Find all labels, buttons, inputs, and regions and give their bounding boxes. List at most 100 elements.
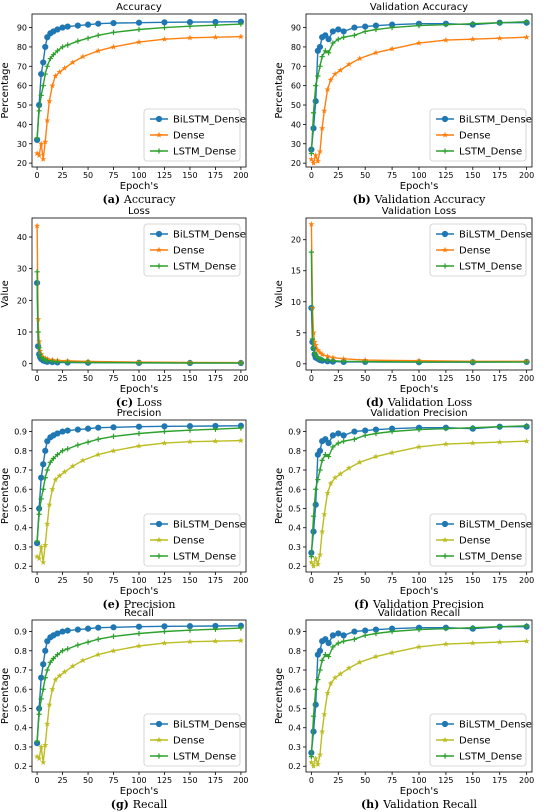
data-point <box>324 489 331 496</box>
data-point <box>95 20 102 27</box>
data-point <box>36 511 42 517</box>
data-point <box>59 24 66 31</box>
caption-text: Validation Loss <box>387 396 473 409</box>
data-point <box>308 221 315 227</box>
x-tick-label: 75 <box>387 171 397 180</box>
data-point <box>46 701 53 708</box>
data-point <box>322 32 329 39</box>
data-point <box>351 436 358 442</box>
data-point <box>309 336 316 342</box>
data-point <box>161 439 168 446</box>
series-LSTM_Dense <box>308 249 530 365</box>
data-point <box>319 457 325 464</box>
x-tick-label: 0 <box>35 374 40 383</box>
data-point <box>416 627 422 633</box>
data-point <box>110 424 117 431</box>
x-tick-label: 50 <box>83 776 93 785</box>
legend-marker <box>441 520 449 528</box>
data-point <box>186 438 193 445</box>
data-point <box>44 467 50 473</box>
y-tick-label: 20 <box>291 236 301 245</box>
data-point <box>161 623 168 630</box>
y-tick-label: 0.5 <box>288 505 301 514</box>
data-point <box>321 107 328 114</box>
data-point <box>325 439 332 447</box>
x-tick-label: 150 <box>182 776 197 785</box>
y-tick-label: 0.8 <box>288 447 301 456</box>
y-tick-label: 40 <box>17 120 27 129</box>
data-point <box>341 438 347 444</box>
legend-marker <box>155 230 163 238</box>
data-point <box>314 561 321 567</box>
x-tick-label: 125 <box>157 171 172 180</box>
data-point <box>238 625 244 631</box>
data-point <box>61 668 68 675</box>
data-point <box>330 358 336 364</box>
x-tick-label: 25 <box>333 171 343 180</box>
data-point <box>187 627 193 633</box>
x-tick-label: 75 <box>108 374 118 383</box>
x-tick-label: 175 <box>492 776 507 785</box>
data-point <box>356 459 363 465</box>
data-point <box>40 759 47 765</box>
data-point <box>351 24 358 31</box>
legend: BiLSTM_Dense Dense LSTM_Dense <box>429 223 532 277</box>
data-point <box>443 426 449 432</box>
data-point <box>40 661 47 668</box>
x-axis-label: Epoch's <box>400 586 439 597</box>
y-tick-label: 20 <box>17 159 27 168</box>
chart-title: Precision <box>117 408 162 419</box>
data-point <box>337 67 344 73</box>
data-point <box>316 551 323 558</box>
data-point <box>469 36 476 42</box>
x-tick-label: 75 <box>108 576 118 585</box>
caption-text: Validation Accuracy <box>374 193 487 206</box>
data-point <box>416 39 422 46</box>
x-tick-label: 75 <box>387 776 397 785</box>
data-point <box>95 624 102 631</box>
chart-panel-7: Recall 0 25 50 75 100 125 150 175 200 0.2 0.3 0.4 0.5… <box>0 608 249 811</box>
panel-caption: (c) Loss <box>116 396 163 409</box>
data-point <box>65 446 71 452</box>
y-tick-label: 0.6 <box>14 485 27 494</box>
data-point <box>340 355 347 362</box>
legend-marker <box>156 536 162 543</box>
data-point <box>326 653 332 660</box>
data-point <box>74 22 81 29</box>
x-tick-label: 150 <box>465 776 480 785</box>
y-tick-label: 30 <box>291 140 301 149</box>
data-point <box>330 40 336 46</box>
y-tick-label: 50 <box>291 101 301 110</box>
data-point <box>79 657 86 663</box>
data-point <box>322 652 328 658</box>
y-tick-label: 60 <box>291 82 301 91</box>
data-point <box>212 638 219 644</box>
data-point <box>319 125 326 131</box>
data-point <box>373 630 379 637</box>
chart-title: Validation Precision <box>370 408 467 419</box>
series-Dense <box>308 438 530 569</box>
data-point <box>65 646 71 652</box>
data-point <box>54 26 61 33</box>
y-tick-label: 40 <box>17 233 27 242</box>
panel-caption: (f) Validation Precision <box>354 598 484 611</box>
legend-label: LSTM_Dense <box>459 752 522 763</box>
data-point <box>42 447 49 454</box>
legend-label: LSTM_Dense <box>459 262 522 273</box>
data-point <box>524 423 530 429</box>
data-point <box>341 34 347 40</box>
data-point <box>310 763 317 769</box>
data-point <box>497 624 503 630</box>
y-tick-label: 20 <box>291 159 301 168</box>
data-point <box>442 36 449 43</box>
x-tick-label: 100 <box>131 171 146 180</box>
data-point <box>322 636 329 643</box>
data-point <box>54 48 61 54</box>
series-BiLSTM_Dense <box>33 279 245 367</box>
x-tick-label: 100 <box>411 171 426 180</box>
data-point <box>322 452 328 458</box>
y-tick-label: 0.8 <box>288 647 301 656</box>
legend-marker <box>156 263 162 269</box>
chart-title: Validation Loss <box>382 206 457 217</box>
